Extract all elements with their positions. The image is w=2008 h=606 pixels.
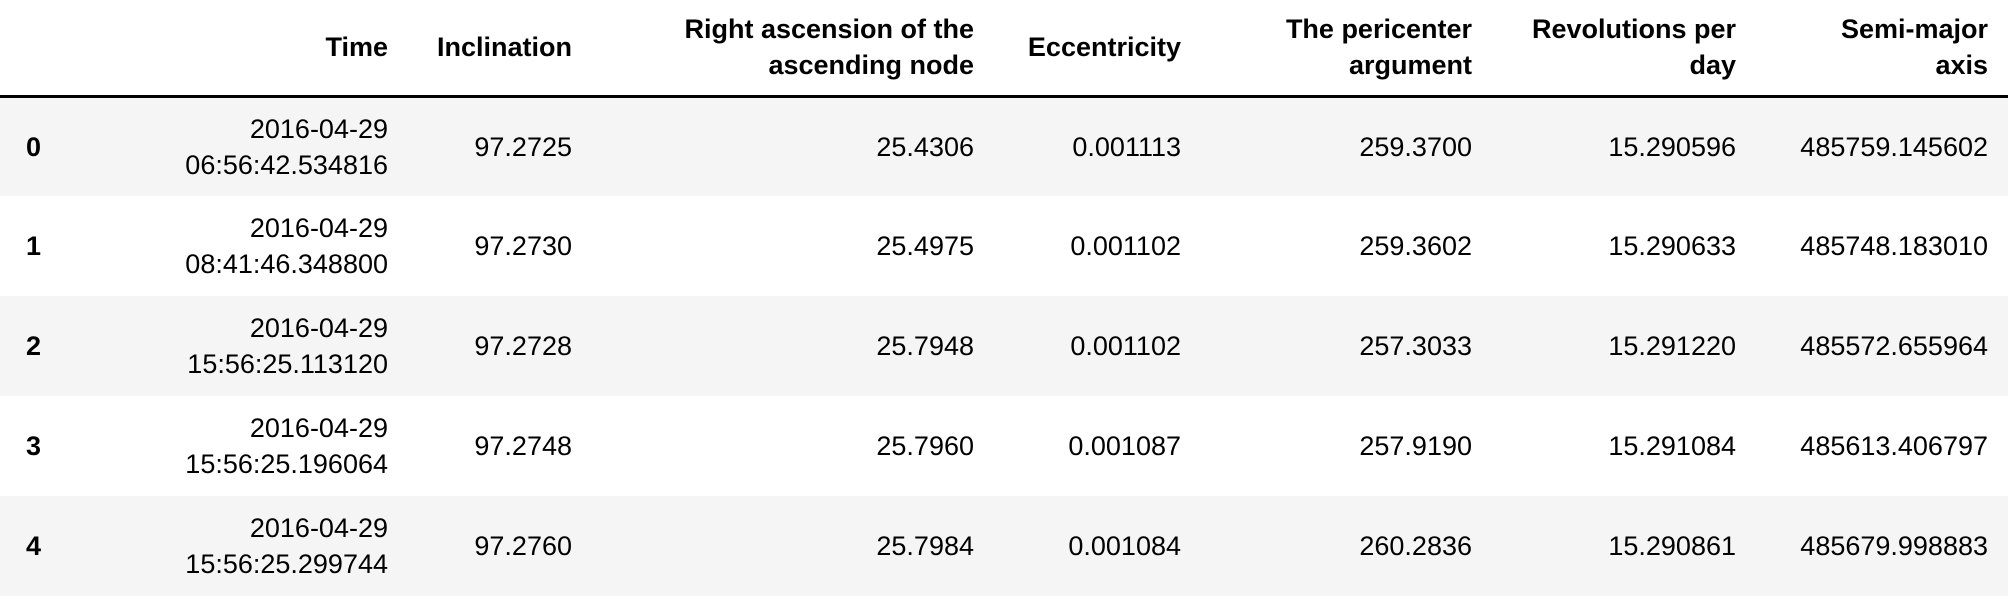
cell-semi-major-axis: 485613.406797 — [1800, 431, 1988, 461]
cell-eccentricity: 0.001084 — [1068, 531, 1181, 561]
cell-revolutions-per-day: 15.290596 — [1608, 131, 1736, 162]
column-header-right-ascension: Right ascension of the ascending node — [582, 0, 984, 98]
cell-semi-major-axis: 485748.183010 — [1800, 231, 1988, 261]
cell-pericenter-argument: 259.3700 — [1359, 131, 1472, 162]
row-index: 3 — [26, 431, 42, 461]
cell-right-ascension: 25.7984 — [876, 531, 974, 561]
cell-right-ascension: 25.4306 — [876, 131, 974, 162]
table-row: 4 2016-04-29 15:56:25.299744 97.2760 25.… — [0, 496, 2008, 596]
cell-time: 2016-04-29 15:56:25.196064 — [185, 413, 388, 479]
cell-pericenter-argument: 260.2836 — [1359, 531, 1472, 561]
cell-semi-major-axis: 485572.655964 — [1800, 331, 1988, 361]
column-header-time: Time — [68, 0, 398, 98]
cell-revolutions-per-day: 15.291084 — [1608, 431, 1736, 461]
cell-revolutions-per-day: 15.290861 — [1608, 531, 1736, 561]
cell-pericenter-argument: 257.3033 — [1359, 331, 1472, 361]
cell-right-ascension: 25.4975 — [876, 231, 974, 261]
table-body: 0 2016-04-29 06:56:42.534816 97.2725 25.… — [0, 96, 2008, 596]
cell-revolutions-per-day: 15.290633 — [1608, 231, 1736, 261]
column-header-eccentricity: Eccentricity — [984, 0, 1191, 98]
table-row: 1 2016-04-29 08:41:46.348800 97.2730 25.… — [0, 196, 2008, 296]
cell-pericenter-argument: 259.3602 — [1359, 231, 1472, 261]
cell-time: 2016-04-29 15:56:25.113120 — [187, 313, 388, 379]
column-header-inclination: Inclination — [398, 0, 582, 98]
cell-inclination: 97.2725 — [474, 131, 572, 162]
cell-inclination: 97.2760 — [474, 531, 572, 561]
cell-eccentricity: 0.001113 — [1072, 131, 1181, 162]
column-header-index — [0, 0, 68, 98]
cell-eccentricity: 0.001087 — [1068, 431, 1181, 461]
cell-right-ascension: 25.7960 — [876, 431, 974, 461]
row-index: 0 — [26, 131, 42, 162]
cell-eccentricity: 0.001102 — [1070, 331, 1181, 361]
cell-revolutions-per-day: 15.291220 — [1608, 331, 1736, 361]
cell-semi-major-axis: 485679.998883 — [1800, 531, 1988, 561]
cell-eccentricity: 0.001102 — [1070, 231, 1181, 261]
row-index: 1 — [26, 231, 42, 261]
row-index: 2 — [26, 331, 42, 361]
table-header: Time Inclination Right ascension of the … — [0, 0, 2008, 98]
column-header-revolutions-per-day: Revolutions per day — [1482, 0, 1746, 98]
cell-time: 2016-04-29 08:41:46.348800 — [185, 213, 388, 279]
cell-right-ascension: 25.7948 — [876, 331, 974, 361]
column-header-semi-major-axis: Semi-major axis — [1746, 0, 2008, 98]
header-row: Time Inclination Right ascension of the … — [0, 0, 2008, 98]
cell-pericenter-argument: 257.9190 — [1359, 431, 1472, 461]
column-header-pericenter-argument: The pericenter argument — [1191, 0, 1482, 98]
cell-semi-major-axis: 485759.145602 — [1800, 131, 1988, 162]
table-row: 0 2016-04-29 06:56:42.534816 97.2725 25.… — [0, 96, 2008, 196]
table-row: 2 2016-04-29 15:56:25.113120 97.2728 25.… — [0, 296, 2008, 396]
cell-inclination: 97.2730 — [474, 231, 572, 261]
cell-inclination: 97.2728 — [474, 331, 572, 361]
cell-time: 2016-04-29 06:56:42.534816 — [185, 113, 388, 180]
table-row: 3 2016-04-29 15:56:25.196064 97.2748 25.… — [0, 396, 2008, 496]
row-index: 4 — [26, 531, 42, 561]
cell-time: 2016-04-29 15:56:25.299744 — [185, 513, 388, 579]
cell-inclination: 97.2748 — [474, 431, 572, 461]
